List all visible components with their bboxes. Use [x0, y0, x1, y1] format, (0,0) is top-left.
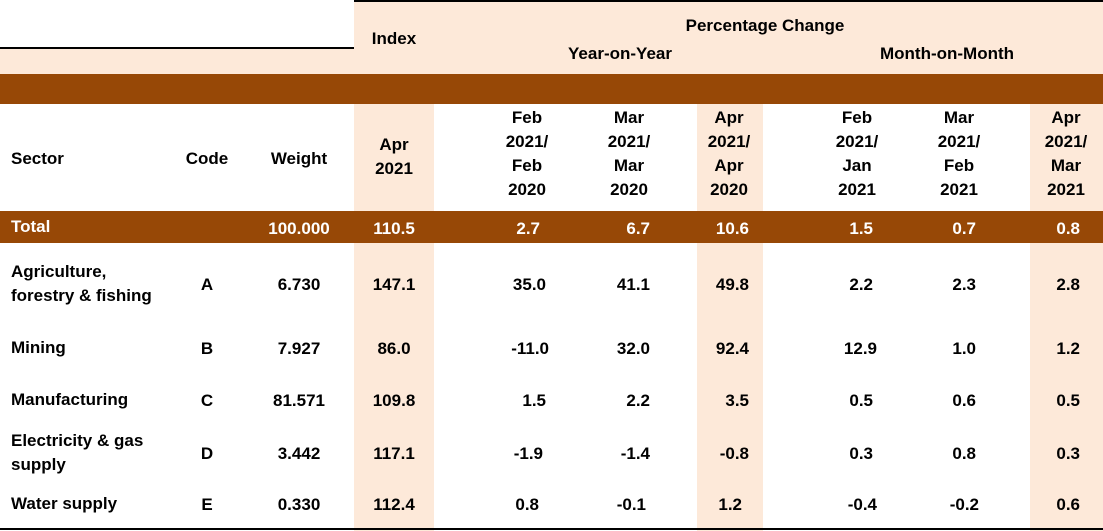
index-header: Index	[371, 29, 417, 48]
total-yoy-feb: 2.7	[516, 219, 540, 238]
row-c-mom-apr: 0.5	[1056, 391, 1080, 410]
row-b-code: B	[200, 339, 214, 358]
total-weight: 100.000	[268, 219, 330, 238]
row-a-index: 147.1	[372, 275, 416, 294]
row-c-mom-mar: 0.6	[952, 391, 976, 410]
row-b-yoy-mar: 32.0	[616, 339, 650, 358]
row-b-mom-apr: 1.2	[1056, 339, 1080, 358]
row-b-mom-feb: 12.9	[843, 339, 877, 358]
total-row-band	[0, 211, 1103, 243]
row-d-yoy-feb: -1.9	[513, 444, 543, 463]
row-e-code: E	[201, 495, 213, 514]
row-e-weight: 0.330	[277, 495, 321, 514]
total-yoy-mar: 6.7	[626, 219, 650, 238]
row-e-yoy-feb: 0.8	[515, 495, 539, 514]
yoy-feb-header: Feb 2021/ Feb 2020	[505, 108, 549, 199]
row-d-yoy-apr: -0.8	[719, 444, 749, 463]
header-band	[0, 74, 1103, 104]
row-d-weight: 3.442	[277, 444, 321, 463]
row-c-index: 109.8	[372, 391, 416, 410]
row-e-sector: Water supply	[11, 494, 118, 513]
row-a-mom-apr: 2.8	[1056, 275, 1080, 294]
row-e-mom-feb: -0.4	[847, 495, 877, 514]
row-c-yoy-apr: 3.5	[725, 391, 749, 410]
total-mom-mar: 0.7	[952, 219, 976, 238]
row-b-weight: 7.927	[277, 339, 321, 358]
row-a-weight: 6.730	[277, 275, 321, 294]
row-d-index: 117.1	[373, 444, 415, 463]
row-d-mom-mar: 0.8	[952, 444, 976, 463]
yoy-apr-header: Apr 2021/ Apr 2020	[707, 108, 751, 199]
total-index: 110.5	[373, 219, 415, 238]
row-a-yoy-mar: 41.1	[616, 275, 650, 294]
row-e-index: 112.4	[373, 495, 415, 514]
row-c-code: C	[200, 391, 214, 410]
header-left-rule	[0, 47, 354, 49]
yoy-mar-header: Mar 2021/ Mar 2020	[607, 108, 651, 199]
row-a-yoy-apr: 49.8	[715, 275, 749, 294]
code-column-header: Code	[185, 149, 229, 168]
total-sector: Total	[11, 217, 51, 236]
row-e-yoy-apr: 1.2	[718, 495, 742, 514]
weight-column-header: Weight	[270, 149, 328, 168]
bottom-rule	[0, 528, 1103, 530]
yoy-apr-column-highlight	[697, 104, 763, 531]
total-mom-apr: 0.8	[1056, 219, 1080, 238]
row-d-mom-feb: 0.3	[849, 444, 873, 463]
row-a-mom-mar: 2.3	[952, 275, 976, 294]
row-d-sector: Electricity & gas supply	[11, 431, 144, 474]
mom-feb-header: Feb 2021/ Jan 2021	[835, 108, 879, 199]
row-a-sector: Agriculture, forestry & fishing	[11, 262, 152, 305]
row-c-yoy-feb: 1.5	[522, 391, 546, 410]
mom-apr-column-highlight	[1030, 104, 1103, 531]
row-c-mom-feb: 0.5	[849, 391, 873, 410]
row-b-mom-mar: 1.0	[952, 339, 976, 358]
row-b-yoy-apr: 92.4	[715, 339, 749, 358]
index-column-highlight	[354, 104, 434, 531]
sector-column-header: Sector	[11, 149, 64, 168]
row-c-weight: 81.571	[273, 391, 325, 410]
header-highlight	[354, 0, 1103, 74]
row-c-yoy-mar: 2.2	[626, 391, 650, 410]
row-c-sector: Manufacturing	[11, 390, 129, 409]
total-mom-feb: 1.5	[849, 219, 873, 238]
mom-header: Month-on-Month	[879, 44, 1015, 63]
row-d-yoy-mar: -1.4	[620, 444, 650, 463]
total-yoy-apr: 10.6	[715, 219, 749, 238]
row-a-mom-feb: 2.2	[849, 275, 873, 294]
percentage-change-header: Percentage Change	[685, 16, 845, 35]
row-b-yoy-feb: -11.0	[511, 339, 549, 358]
row-b-sector: Mining	[11, 338, 66, 357]
yoy-header: Year-on-Year	[568, 44, 672, 63]
mom-apr-header: Apr 2021/ Mar 2021	[1044, 108, 1088, 199]
row-b-index: 86.0	[377, 339, 411, 358]
row-e-mom-apr: 0.6	[1056, 495, 1080, 514]
row-e-mom-mar: -0.2	[949, 495, 979, 514]
row-d-code: D	[200, 444, 214, 463]
row-a-code: A	[200, 275, 214, 294]
mom-mar-header: Mar 2021/ Feb 2021	[937, 108, 981, 199]
row-a-yoy-feb: 35.0	[512, 275, 546, 294]
row-e-yoy-mar: -0.1	[616, 495, 646, 514]
header-left-highlight	[0, 49, 354, 74]
row-d-mom-apr: 0.3	[1056, 444, 1080, 463]
index-period-header: Apr 2021	[375, 135, 413, 178]
top-rule	[354, 0, 1103, 2]
